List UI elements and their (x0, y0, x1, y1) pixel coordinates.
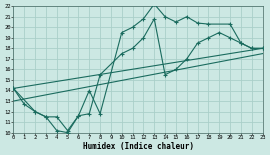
X-axis label: Humidex (Indice chaleur): Humidex (Indice chaleur) (83, 142, 194, 151)
